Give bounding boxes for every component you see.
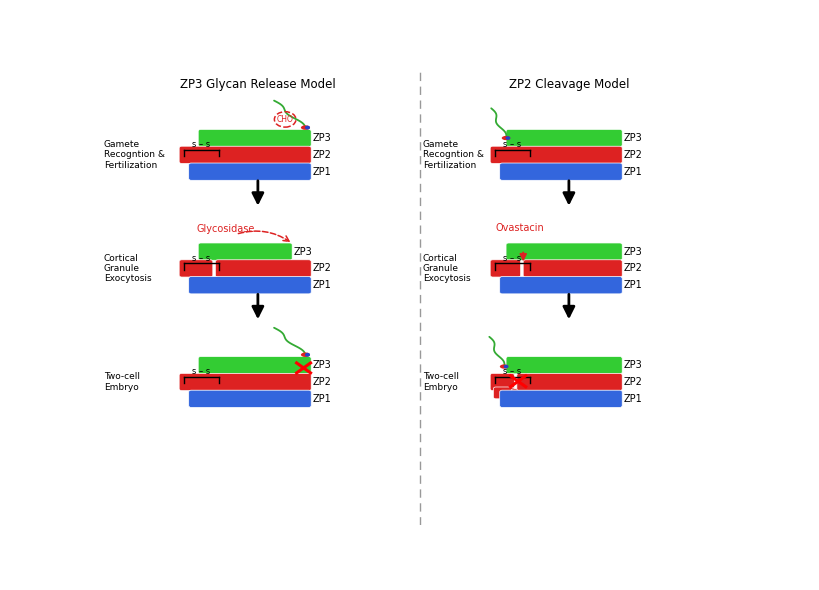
FancyBboxPatch shape xyxy=(523,260,622,277)
Text: ZP3: ZP3 xyxy=(623,360,642,370)
FancyBboxPatch shape xyxy=(526,386,545,398)
Ellipse shape xyxy=(305,353,310,356)
Text: ZP2: ZP2 xyxy=(623,263,642,273)
FancyBboxPatch shape xyxy=(500,390,622,408)
Text: ZP2: ZP2 xyxy=(313,150,332,160)
FancyBboxPatch shape xyxy=(506,243,622,260)
Ellipse shape xyxy=(502,136,510,140)
FancyBboxPatch shape xyxy=(188,277,311,294)
Text: ZP3: ZP3 xyxy=(313,133,331,143)
FancyBboxPatch shape xyxy=(493,387,514,399)
FancyBboxPatch shape xyxy=(500,277,622,294)
FancyBboxPatch shape xyxy=(179,373,311,391)
Text: ZP2: ZP2 xyxy=(313,377,332,387)
Text: Cortical
Granule
Exocytosis: Cortical Granule Exocytosis xyxy=(104,254,152,283)
FancyBboxPatch shape xyxy=(198,129,311,147)
FancyBboxPatch shape xyxy=(491,373,514,391)
Text: s – s: s – s xyxy=(503,140,521,149)
FancyBboxPatch shape xyxy=(198,243,292,260)
Text: Two-cell
Embryo: Two-cell Embryo xyxy=(423,372,459,392)
Ellipse shape xyxy=(301,352,310,357)
Text: ZP2: ZP2 xyxy=(623,150,642,160)
Text: ZP1: ZP1 xyxy=(313,280,331,290)
Text: s – s: s – s xyxy=(192,367,210,376)
Text: ZP1: ZP1 xyxy=(623,280,642,290)
Ellipse shape xyxy=(305,126,310,129)
FancyBboxPatch shape xyxy=(188,163,311,181)
FancyBboxPatch shape xyxy=(179,146,311,163)
Text: CHO: CHO xyxy=(277,115,294,124)
FancyBboxPatch shape xyxy=(511,389,529,401)
FancyBboxPatch shape xyxy=(491,260,521,277)
Text: Cortical
Granule
Exocytosis: Cortical Granule Exocytosis xyxy=(423,254,471,283)
FancyBboxPatch shape xyxy=(506,356,622,374)
Text: Gamete
Recogntion &
Fertilization: Gamete Recogntion & Fertilization xyxy=(104,140,165,170)
Text: ZP2: ZP2 xyxy=(623,377,642,387)
Text: s – s: s – s xyxy=(192,140,210,149)
Text: ZP3: ZP3 xyxy=(293,247,312,257)
Text: ZP1: ZP1 xyxy=(623,394,642,404)
FancyBboxPatch shape xyxy=(179,260,213,277)
FancyBboxPatch shape xyxy=(500,163,622,181)
Text: Two-cell
Embryo: Two-cell Embryo xyxy=(104,372,140,392)
Text: ZP3: ZP3 xyxy=(623,133,642,143)
FancyBboxPatch shape xyxy=(506,129,622,147)
Text: Ovastacin: Ovastacin xyxy=(495,222,545,232)
Text: Glycosidase: Glycosidase xyxy=(197,224,256,234)
Ellipse shape xyxy=(505,136,510,140)
FancyBboxPatch shape xyxy=(188,390,311,408)
Text: s – s: s – s xyxy=(192,254,210,263)
Text: ZP1: ZP1 xyxy=(313,394,331,404)
FancyBboxPatch shape xyxy=(215,260,311,277)
Ellipse shape xyxy=(301,125,310,130)
Text: ZP2: ZP2 xyxy=(313,263,332,273)
Text: s – s: s – s xyxy=(503,254,521,263)
Ellipse shape xyxy=(504,365,509,368)
Text: ZP1: ZP1 xyxy=(623,166,642,176)
FancyBboxPatch shape xyxy=(517,373,622,391)
FancyBboxPatch shape xyxy=(491,146,622,163)
Text: Gamete
Recogntion &
Fertilization: Gamete Recogntion & Fertilization xyxy=(423,140,484,170)
FancyBboxPatch shape xyxy=(198,356,311,374)
Text: ZP1: ZP1 xyxy=(313,166,331,176)
Text: ZP3: ZP3 xyxy=(623,247,642,257)
Text: s – s: s – s xyxy=(503,367,521,376)
Text: ZP3: ZP3 xyxy=(313,360,331,370)
Text: ZP3 Glycan Release Model: ZP3 Glycan Release Model xyxy=(180,78,336,91)
Text: ZP2 Cleavage Model: ZP2 Cleavage Model xyxy=(509,78,629,91)
Ellipse shape xyxy=(500,365,509,369)
